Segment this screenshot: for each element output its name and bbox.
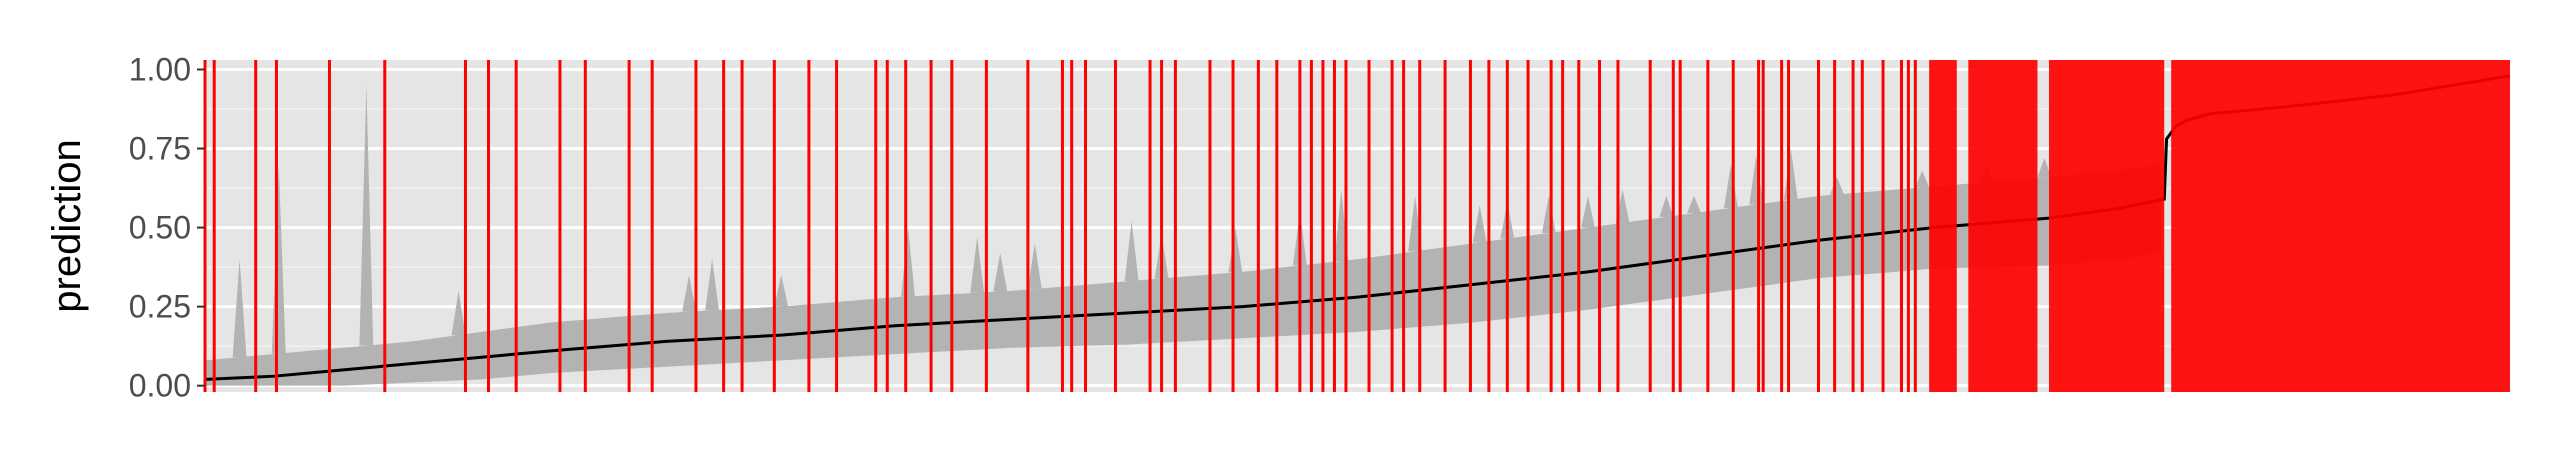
y-tick-label: 0.50 xyxy=(129,210,191,246)
ribbon-spike xyxy=(682,275,696,312)
ribbon-spike xyxy=(993,252,1008,292)
ribbon-spike xyxy=(1124,221,1139,281)
y-axis: 0.00 0.25 0.50 0.75 1.00 xyxy=(129,51,205,404)
ribbon-spike xyxy=(1915,170,1930,188)
ribbon-spike xyxy=(774,275,789,307)
y-tick-label: 1.00 xyxy=(129,51,191,87)
ribbon-spike xyxy=(1687,195,1701,214)
y-tick-label: 0.00 xyxy=(129,368,191,404)
ribbon-spike xyxy=(1472,205,1487,243)
ribbon-spike xyxy=(1027,243,1042,289)
ribbon-spike xyxy=(705,259,720,311)
ribbon-spike xyxy=(359,85,374,346)
ribbon-spike xyxy=(2037,158,2052,178)
y-tick-label: 0.75 xyxy=(129,131,191,167)
ribbon-spike xyxy=(451,290,466,336)
ribbon-spike xyxy=(970,237,985,293)
y-axis-title: prediction xyxy=(45,139,89,312)
red-dense-region xyxy=(2049,60,2165,392)
ribbon-spike xyxy=(1659,195,1674,217)
y-tick-label: 0.25 xyxy=(129,289,191,325)
ribbon-spike xyxy=(232,259,247,358)
ribbon-spike xyxy=(1581,195,1595,228)
red-dense-region xyxy=(2171,60,2510,392)
red-dense-region xyxy=(1968,60,2038,392)
red-dense-region xyxy=(1929,60,1957,392)
red-lines-layer xyxy=(203,60,2510,392)
